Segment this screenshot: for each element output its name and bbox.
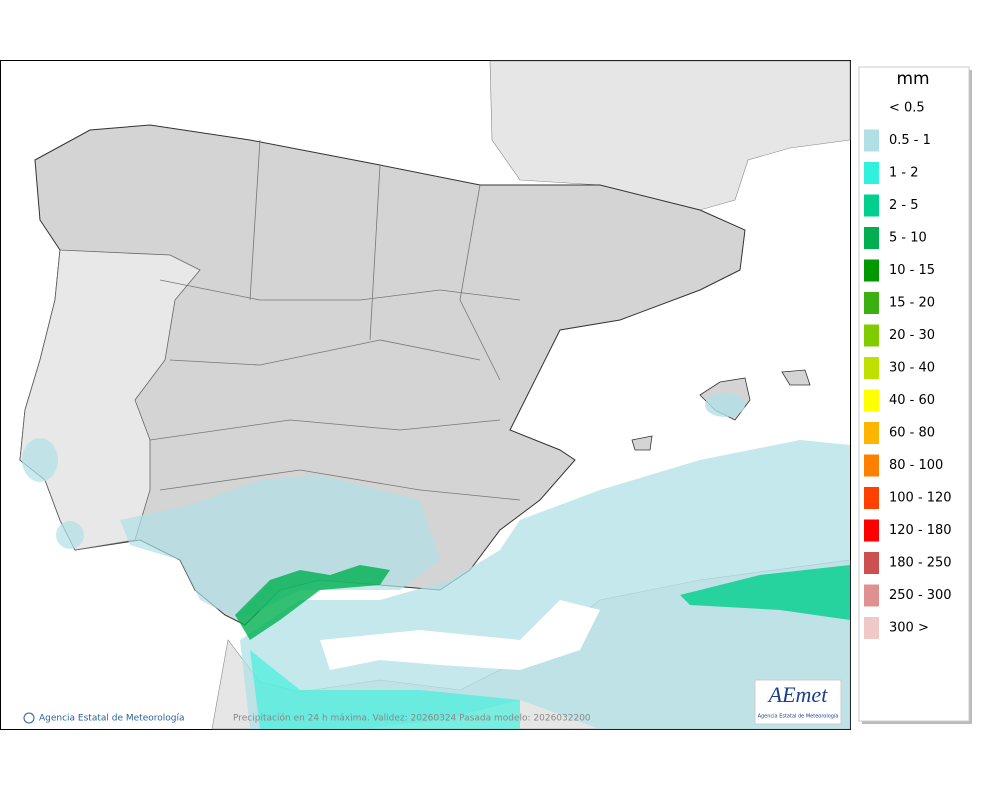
france (489, 60, 851, 211)
logo-box (754, 679, 842, 725)
legend-swatch (864, 194, 879, 217)
logo-subtitle: Agencia Estatal de Meteorología (758, 713, 839, 720)
precipitation (22, 393, 850, 729)
legend-swatch (864, 324, 879, 347)
legend-label: 20 - 30 (889, 328, 935, 343)
legend-label: 250 - 300 (889, 588, 952, 603)
legend-swatch (864, 389, 879, 412)
legend-label: 30 - 40 (889, 361, 935, 376)
legend-swatch (864, 227, 879, 249)
logo: AEmet (767, 682, 829, 707)
legend-swatch (864, 584, 879, 607)
legend-label: 2 - 5 (889, 198, 919, 213)
precip-area (22, 438, 58, 482)
copyright-icon (23, 712, 35, 724)
legend-swatch (864, 519, 879, 542)
credit: Agencia Estatal de Meteorología (39, 714, 185, 724)
legend-label: 60 - 80 (889, 426, 935, 441)
legend-swatch (864, 292, 879, 314)
legend-label: 80 - 100 (889, 458, 943, 473)
precip-area (250, 650, 520, 729)
legend-swatch (864, 162, 879, 184)
legend-label: 300 > (889, 621, 929, 636)
legend-label: 40 - 60 (889, 393, 935, 408)
legend-label: 0.5 - 1 (889, 133, 931, 148)
legend-swatch (864, 487, 879, 509)
legend-swatch (864, 129, 879, 152)
precip-area (705, 393, 745, 417)
legend-swatch (864, 552, 879, 574)
dry-area (320, 600, 600, 670)
legend-label: 10 - 15 (889, 263, 935, 278)
legend: mm < 0.5 0.5 - 1 1 - 2 2 - 5 5 - 10 10 - 15 15… (858, 66, 972, 724)
legend-label: 15 - 20 (889, 296, 935, 311)
region-borders (149, 139, 521, 501)
legend-label: 1 - 2 (889, 166, 919, 181)
legend-label: 180 - 250 (889, 556, 952, 571)
legend-label: 5 - 10 (889, 231, 927, 246)
legend-swatch (864, 422, 879, 444)
legend-swatch (864, 454, 879, 477)
precip-area (680, 565, 850, 620)
map: Agencia Estatal de Meteorología Precipit… (0, 60, 851, 730)
legend-swatch (864, 357, 879, 379)
legend-label: 100 - 120 (889, 491, 952, 506)
legend-label: 120 - 180 (889, 523, 952, 538)
legend-label: < 0.5 (889, 101, 925, 116)
precip-area (56, 521, 84, 549)
legend-title: mm (896, 69, 929, 89)
legend-swatch (864, 617, 879, 639)
precip-area (235, 565, 390, 640)
caption: Precipitación en 24 h máxima. Validez: 2… (233, 713, 591, 724)
legend-swatch (864, 259, 879, 282)
